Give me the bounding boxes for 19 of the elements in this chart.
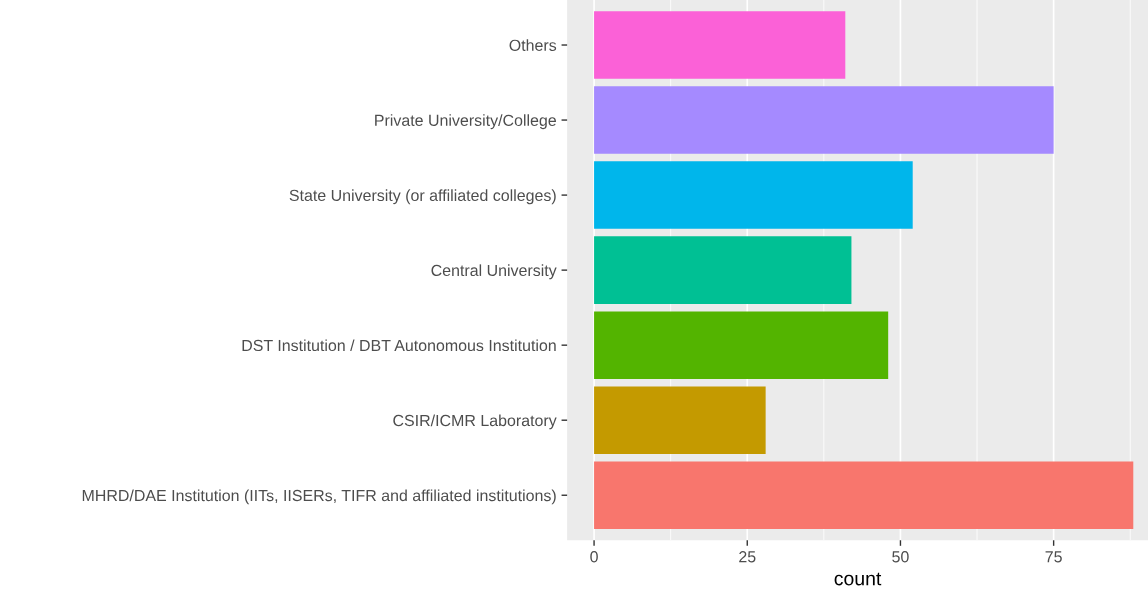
y-tick-label: State University (or affiliated colleges) bbox=[289, 189, 556, 205]
x-tick-label: 50 bbox=[892, 551, 909, 563]
bar bbox=[594, 161, 913, 229]
y-tick-label: MHRD/DAE Institution (IITs, IISERs, TIFR and affiliated institutions) bbox=[82, 489, 556, 505]
bar bbox=[594, 11, 846, 79]
bar bbox=[594, 461, 1134, 529]
x-axis-title: count bbox=[834, 572, 882, 586]
y-tick-label: DST Institution / DBT Autonomous Institution bbox=[242, 339, 556, 352]
bar bbox=[594, 236, 852, 304]
y-tick-label: Private University/College bbox=[375, 114, 556, 130]
x-tick-label: 0 bbox=[590, 551, 598, 563]
bar bbox=[594, 86, 1054, 154]
y-tick-label: Central University bbox=[431, 264, 557, 280]
x-tick-label: 25 bbox=[739, 551, 756, 563]
y-tick-label: CSIR/ICMR Laboratory bbox=[393, 414, 557, 430]
bar bbox=[594, 386, 766, 454]
bar bbox=[594, 311, 889, 379]
x-tick-label: 75 bbox=[1045, 551, 1062, 563]
y-tick-label: Others bbox=[509, 39, 557, 51]
